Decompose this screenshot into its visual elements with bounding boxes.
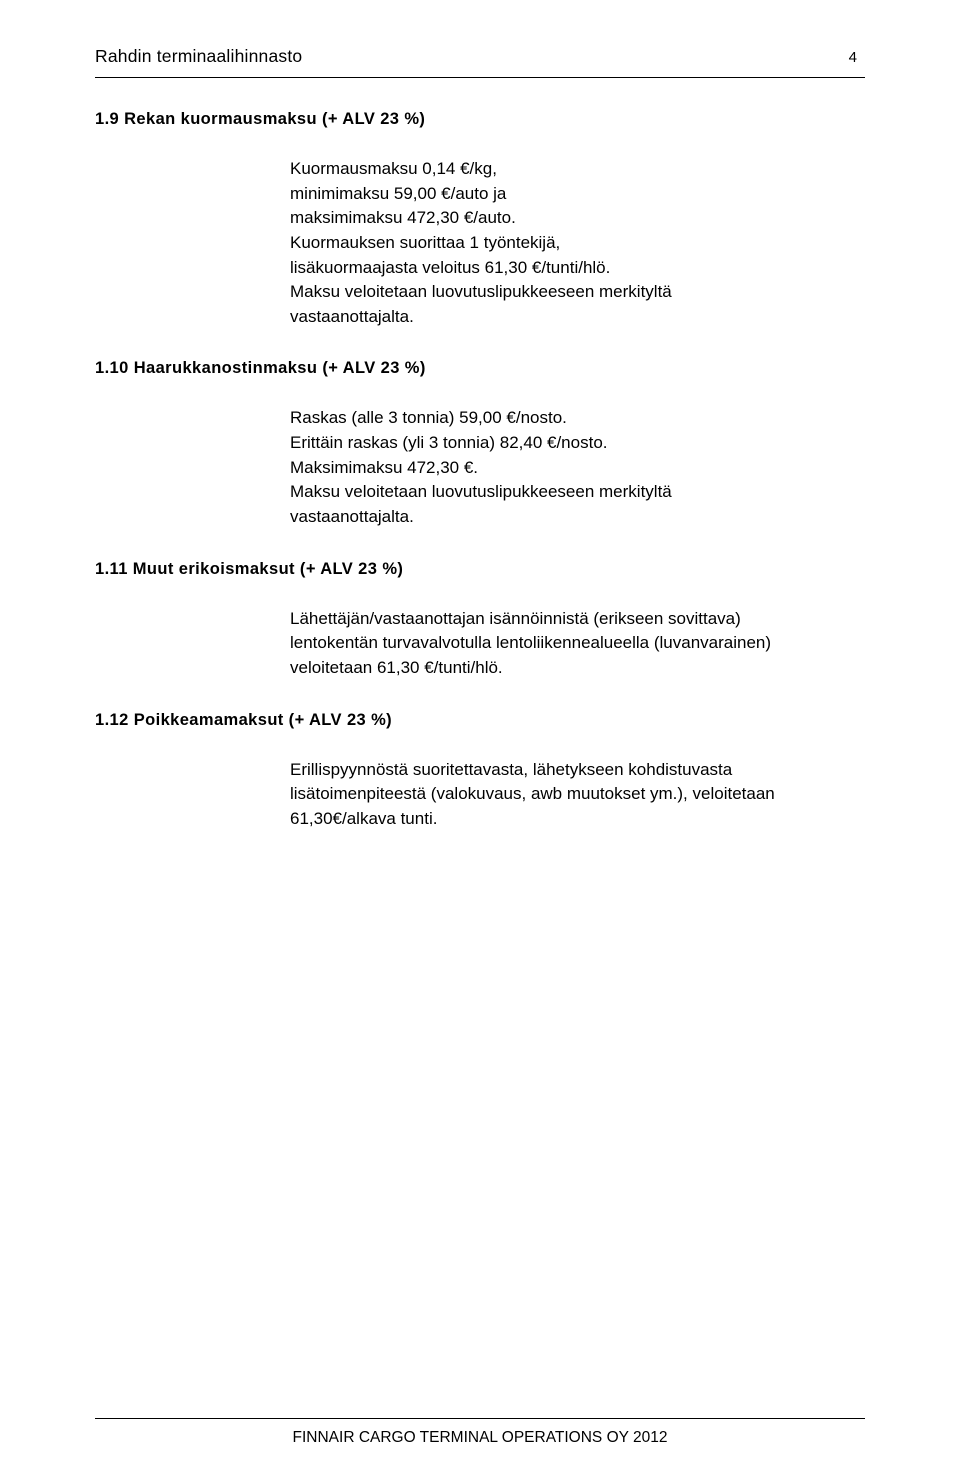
section-1-11: 1.11 Muut erikoismaksut (+ ALV 23 %) Läh…	[95, 560, 865, 681]
section-body: Kuormausmaksu 0,14 €/kg,minimimaksu 59,0…	[290, 157, 865, 329]
footer: FINNAIR CARGO TERMINAL OPERATIONS OY 201…	[0, 1418, 960, 1447]
header-row: Rahdin terminaalihinnasto 4	[95, 46, 865, 67]
section-heading: 1.11 Muut erikoismaksut (+ ALV 23 %)	[95, 560, 865, 579]
section-body: Raskas (alle 3 tonnia) 59,00 €/nosto.Eri…	[290, 406, 865, 529]
section-body: Lähettäjän/vastaanottajan isännöinnistä …	[290, 607, 865, 681]
section-heading: 1.10 Haarukkanostinmaksu (+ ALV 23 %)	[95, 359, 865, 378]
document-page: Rahdin terminaalihinnasto 4 1.9 Rekan ku…	[0, 0, 960, 1483]
section-heading: 1.12 Poikkeamamaksut (+ ALV 23 %)	[95, 711, 865, 730]
section-1-10: 1.10 Haarukkanostinmaksu (+ ALV 23 %) Ra…	[95, 359, 865, 529]
section-1-9: 1.9 Rekan kuormausmaksu (+ ALV 23 %) Kuo…	[95, 110, 865, 329]
section-heading: 1.9 Rekan kuormausmaksu (+ ALV 23 %)	[95, 110, 865, 129]
section-1-12: 1.12 Poikkeamamaksut (+ ALV 23 %) Erilli…	[95, 711, 865, 832]
header-divider	[95, 77, 865, 78]
footer-divider	[95, 1418, 865, 1419]
footer-text: FINNAIR CARGO TERMINAL OPERATIONS OY 201…	[0, 1429, 960, 1447]
header-title: Rahdin terminaalihinnasto	[95, 46, 302, 67]
section-body: Erillispyynnöstä suoritettavasta, lähety…	[290, 758, 865, 832]
page-number: 4	[849, 49, 865, 66]
